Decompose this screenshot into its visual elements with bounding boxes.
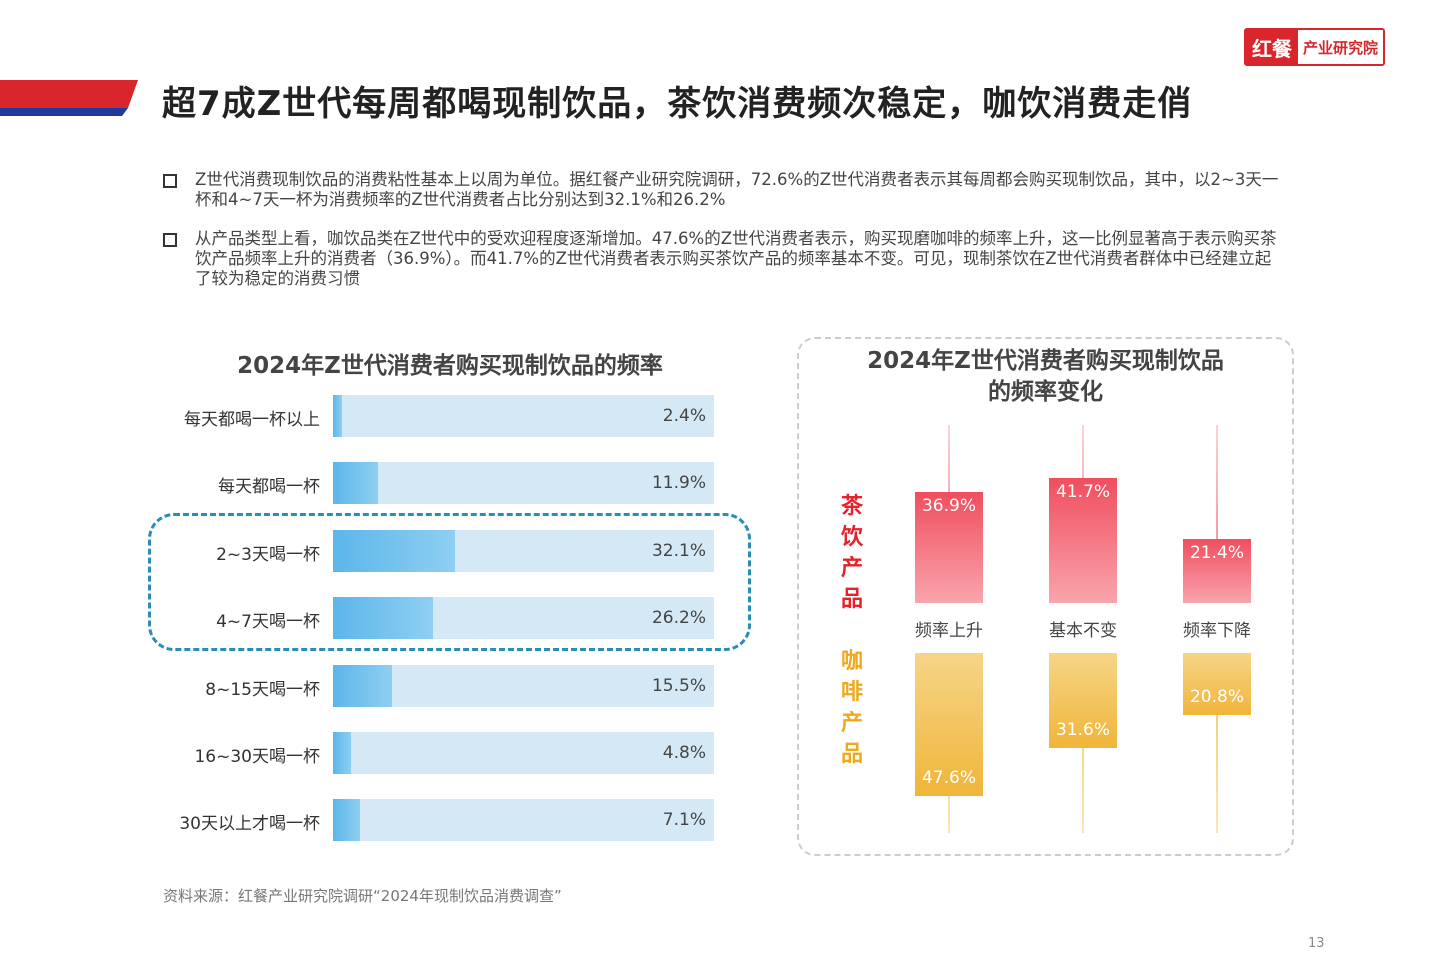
coffee-series-label: 咖啡产品 bbox=[840, 649, 863, 767]
tea-value-label: 21.4% bbox=[1189, 542, 1244, 563]
bar bbox=[333, 395, 343, 437]
bar bbox=[333, 799, 361, 842]
bar-value-label: 26.2% bbox=[651, 608, 706, 629]
bar-category-label: 2~3天喝一杯 bbox=[216, 544, 320, 565]
bullet-text: Z世代消费现制饮品的消费粘性基本上以周为单位。据红餐产业研究院调研，72.6%的… bbox=[195, 170, 1279, 209]
bar-value-label: 7.1% bbox=[662, 810, 706, 831]
bar-track: 26.2% bbox=[333, 597, 714, 640]
bar-track: 2.4% bbox=[333, 395, 714, 437]
tea-bar bbox=[1049, 477, 1117, 603]
coffee-value-label: 47.6% bbox=[921, 767, 976, 788]
bar-category-label: 每天都喝一杯以上 bbox=[184, 410, 320, 430]
bar-track: 15.5% bbox=[333, 664, 714, 707]
page-title: 超7成Z世代每周都喝现制饮品，茶饮消费频次稳定，咖饮消费走俏 bbox=[162, 84, 1193, 124]
change-category-label: 基本不变 bbox=[1049, 621, 1117, 641]
bar bbox=[333, 664, 393, 707]
bar-track: 32.1% bbox=[333, 529, 714, 572]
tea-bar bbox=[1183, 538, 1251, 603]
bar bbox=[333, 597, 433, 640]
bar-value-label: 15.5% bbox=[651, 675, 706, 696]
bar-track: 4.8% bbox=[333, 732, 714, 774]
bar-value-label: 4.8% bbox=[662, 743, 706, 763]
tea-bar bbox=[915, 492, 983, 603]
coffee-value-label: 31.6% bbox=[1055, 719, 1110, 740]
logo-mark: 红餐 bbox=[1246, 30, 1298, 64]
highlight-dashed-box bbox=[148, 513, 751, 651]
bar bbox=[333, 732, 352, 774]
bullet-point: 从产品类型上看，咖饮品类在Z世代中的受欢迎程度逐渐增加。47.6%的Z世代消费者… bbox=[163, 229, 1283, 289]
bar bbox=[333, 529, 456, 572]
change-category-label: 频率下降 bbox=[1183, 621, 1251, 641]
coffee-bar bbox=[1183, 653, 1251, 716]
tea-guide-line bbox=[1216, 425, 1218, 603]
bar-value-label: 2.4% bbox=[662, 406, 706, 426]
square-bullet-icon bbox=[163, 174, 177, 188]
frequency-chart-title: 2024年Z世代消费者购买现制饮品的频率 bbox=[237, 353, 663, 379]
source-note: 资料来源：红餐产业研究院调研“2024年现制饮品消费调查” bbox=[163, 887, 562, 905]
bar-category-label: 每天都喝一杯 bbox=[218, 477, 320, 498]
bar-category-label: 30天以上才喝一杯 bbox=[179, 814, 320, 835]
bullet-text: 从产品类型上看，咖饮品类在Z世代中的受欢迎程度逐渐增加。47.6%的Z世代消费者… bbox=[195, 229, 1277, 288]
bar-category-label: 16~30天喝一杯 bbox=[194, 747, 320, 767]
tea-value-label: 41.7% bbox=[1055, 481, 1110, 502]
bar bbox=[333, 462, 379, 505]
bar-track: 11.9% bbox=[333, 462, 714, 505]
bar-category-label: 4~7天喝一杯 bbox=[216, 612, 320, 633]
bar-category-label: 8~15天喝一杯 bbox=[205, 679, 320, 700]
coffee-bar bbox=[1049, 653, 1117, 748]
brand-logo: 红餐 产业研究院 bbox=[1244, 28, 1386, 66]
bar-value-label: 11.9% bbox=[651, 473, 706, 494]
tea-series-label: 茶饮产品 bbox=[840, 494, 863, 612]
bullet-point: Z世代消费现制饮品的消费粘性基本上以周为单位。据红餐产业研究院调研，72.6%的… bbox=[163, 170, 1283, 210]
square-bullet-icon bbox=[163, 233, 177, 247]
coffee-guide-line bbox=[1216, 653, 1218, 833]
page-number: 13 bbox=[1308, 936, 1325, 951]
change-category-label: 频率上升 bbox=[915, 621, 983, 641]
coffee-bar bbox=[915, 653, 983, 796]
change-chart-title: 2024年Z世代消费者购买现制饮品 的频率变化 bbox=[867, 348, 1224, 405]
tea-value-label: 36.9% bbox=[921, 496, 976, 517]
logo-text: 产业研究院 bbox=[1298, 30, 1384, 64]
change-chart-panel bbox=[797, 337, 1294, 856]
bar-track: 7.1% bbox=[333, 799, 714, 842]
title-accent-stripe bbox=[0, 80, 138, 116]
bar-value-label: 32.1% bbox=[651, 540, 706, 561]
coffee-value-label: 20.8% bbox=[1189, 687, 1244, 708]
